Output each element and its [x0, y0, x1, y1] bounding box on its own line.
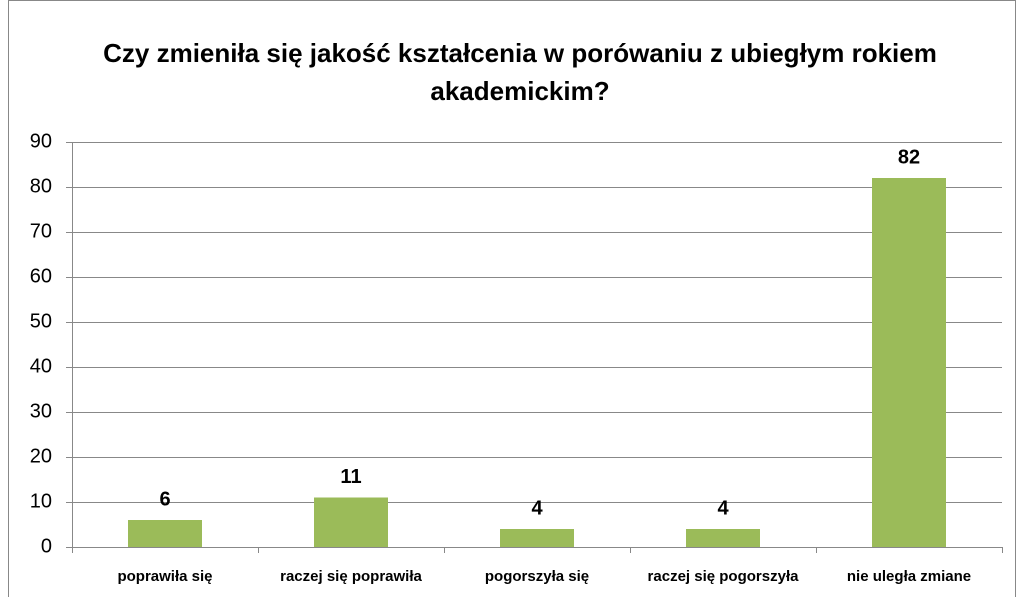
y-tick-label: 60: [30, 265, 52, 287]
data-label: 4: [531, 497, 543, 519]
data-label: 4: [717, 497, 729, 519]
x-tick-label: pogorszyła się: [485, 568, 589, 585]
y-tick-label: 30: [30, 400, 52, 422]
y-tick-label: 80: [30, 175, 52, 197]
data-label: 11: [340, 466, 361, 488]
bar: [500, 529, 574, 547]
y-tick-label: 70: [30, 220, 52, 242]
y-tick-label: 20: [30, 445, 52, 467]
chart-border: [8, 0, 1016, 597]
bar: [314, 497, 388, 547]
y-tick-label: 50: [30, 310, 52, 332]
chart-title: Czy zmieniła się jakość kształcenia w po…: [103, 38, 937, 106]
bar: [128, 520, 202, 547]
y-tick-label: 10: [30, 490, 52, 512]
data-label: 6: [159, 488, 170, 510]
bar: [872, 178, 946, 547]
x-tick-label: nie uległa zmiane: [847, 568, 971, 585]
bar: [686, 529, 760, 547]
y-tick-label: 90: [30, 130, 52, 152]
x-tick-label: raczej się pogorszyła: [648, 568, 800, 585]
data-label: 82: [898, 146, 920, 168]
x-tick-label: poprawiła się: [117, 568, 212, 585]
y-tick-label: 40: [30, 355, 52, 377]
y-tick-label: 0: [41, 535, 52, 557]
x-tick-label: raczej się poprawiła: [280, 568, 422, 585]
